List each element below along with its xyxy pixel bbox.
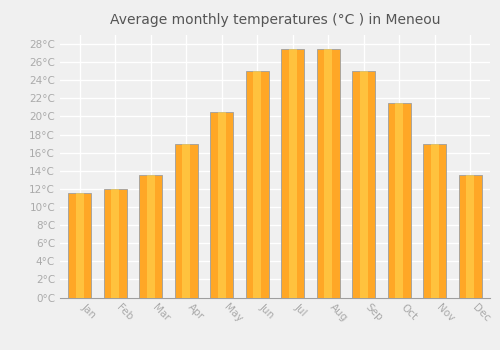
Bar [246, 71, 269, 298]
Bar [388, 103, 411, 298]
Bar [396, 103, 404, 298]
Bar [68, 194, 91, 298]
Bar [174, 144, 198, 298]
Bar [466, 175, 474, 298]
Bar [76, 194, 84, 298]
Bar [281, 49, 304, 298]
Bar [210, 112, 233, 298]
Bar [182, 144, 190, 298]
Bar [459, 175, 482, 298]
Bar [324, 49, 332, 298]
Bar [253, 71, 262, 298]
Bar [111, 189, 119, 298]
Bar [424, 144, 446, 298]
Bar [288, 49, 297, 298]
Bar [104, 189, 126, 298]
Bar [317, 49, 340, 298]
Bar [352, 71, 376, 298]
Bar [360, 71, 368, 298]
Title: Average monthly temperatures (°C ) in Meneou: Average monthly temperatures (°C ) in Me… [110, 13, 440, 27]
Bar [146, 175, 154, 298]
Bar [431, 144, 439, 298]
Bar [139, 175, 162, 298]
Bar [218, 112, 226, 298]
